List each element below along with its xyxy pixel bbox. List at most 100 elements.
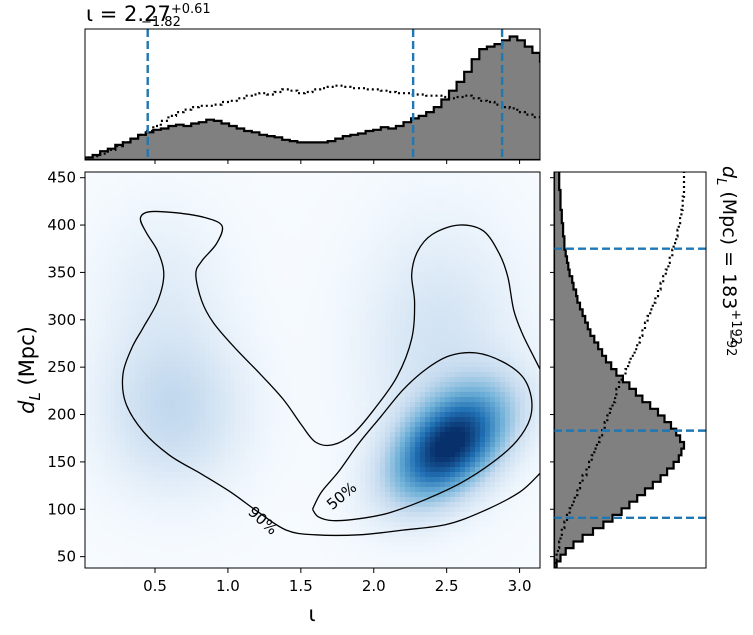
heatmap-cell xyxy=(310,402,316,408)
heatmap-cell xyxy=(310,467,316,473)
heatmap-cell xyxy=(115,307,121,313)
heatmap-cell xyxy=(330,202,336,208)
heatmap-cell xyxy=(175,457,181,463)
heatmap-cell xyxy=(155,282,161,288)
heatmap-cell xyxy=(335,187,341,193)
heatmap-cell xyxy=(215,367,221,373)
heatmap-cell xyxy=(370,487,376,493)
heatmap-cell xyxy=(100,357,106,363)
heatmap-cell xyxy=(140,302,146,308)
heatmap-cell xyxy=(125,402,131,408)
heatmap-cell xyxy=(185,197,191,203)
heatmap-cell xyxy=(245,182,251,188)
heatmap-cell xyxy=(120,172,126,178)
heatmap-cell xyxy=(300,397,306,403)
heatmap-cell xyxy=(255,267,261,273)
heatmap-cell xyxy=(215,257,221,263)
heatmap-cell xyxy=(285,527,291,533)
heatmap-cell xyxy=(270,377,276,383)
heatmap-cell xyxy=(380,292,386,298)
heatmap-cell xyxy=(350,447,356,453)
heatmap-cell xyxy=(315,172,321,178)
heatmap-cell xyxy=(230,427,236,433)
heatmap-cell xyxy=(225,527,231,533)
heatmap-cell xyxy=(190,237,196,243)
heatmap-cell xyxy=(260,297,266,303)
heatmap-cell xyxy=(375,187,381,193)
heatmap-cell xyxy=(345,417,351,423)
heatmap-cell xyxy=(240,372,246,378)
heatmap-cell xyxy=(120,352,126,358)
heatmap-cell xyxy=(350,482,356,488)
heatmap-cell xyxy=(185,232,191,238)
heatmap-cell xyxy=(190,182,196,188)
heatmap-cell xyxy=(215,302,221,308)
heatmap-cell xyxy=(370,382,376,388)
heatmap-cell xyxy=(145,242,151,248)
heatmap-cell xyxy=(365,537,371,543)
heatmap-cell xyxy=(195,262,201,268)
heatmap-cell xyxy=(310,357,316,363)
heatmap-cell xyxy=(245,482,251,488)
heatmap-cell xyxy=(155,277,161,283)
heatmap-cell xyxy=(335,452,341,458)
heatmap-cell xyxy=(195,547,201,553)
heatmap-cell xyxy=(345,222,351,228)
heatmap-cell xyxy=(380,447,386,453)
heatmap-cell xyxy=(395,207,401,213)
heatmap-cell xyxy=(125,247,131,253)
heatmap-cell xyxy=(310,217,316,223)
heatmap-cell xyxy=(220,307,226,313)
heatmap-cell xyxy=(120,347,126,353)
heatmap-cell xyxy=(135,537,141,543)
heatmap-cell xyxy=(310,547,316,553)
heatmap-cell xyxy=(235,237,241,243)
heatmap-cell xyxy=(260,357,266,363)
heatmap-cell xyxy=(280,207,286,213)
heatmap-cell xyxy=(370,202,376,208)
heatmap-cell xyxy=(385,352,391,358)
heatmap-cell xyxy=(135,517,141,523)
heatmap-cell xyxy=(265,407,271,413)
heatmap-cell xyxy=(225,427,231,433)
heatmap-cell xyxy=(145,387,151,393)
heatmap-cell xyxy=(375,557,381,563)
heatmap-cell xyxy=(115,442,121,448)
heatmap-cell xyxy=(320,447,326,453)
heatmap-cell xyxy=(385,377,391,383)
heatmap-cell xyxy=(160,317,166,323)
heatmap-cell xyxy=(365,337,371,343)
heatmap-cell xyxy=(275,482,281,488)
heatmap-cell xyxy=(390,282,396,288)
heatmap-cell xyxy=(395,242,401,248)
heatmap-cell xyxy=(240,347,246,353)
heatmap-cell xyxy=(135,292,141,298)
heatmap-cell xyxy=(285,367,291,373)
heatmap-cell xyxy=(225,447,231,453)
heatmap-cell xyxy=(90,342,96,348)
heatmap-cell xyxy=(210,542,216,548)
heatmap-cell xyxy=(165,422,171,428)
heatmap-cell xyxy=(170,282,176,288)
heatmap-cell xyxy=(225,352,231,358)
heatmap-cell xyxy=(330,482,336,488)
heatmap-cell xyxy=(375,522,381,528)
heatmap-cell xyxy=(220,562,226,568)
heatmap-cell xyxy=(180,267,186,273)
heatmap-cell xyxy=(210,387,216,393)
heatmap-cell xyxy=(235,402,241,408)
heatmap-cell xyxy=(160,492,166,498)
heatmap-cell xyxy=(270,382,276,388)
heatmap-cell xyxy=(240,392,246,398)
heatmap-cell xyxy=(245,522,251,528)
heatmap-cell xyxy=(350,362,356,368)
heatmap-cell xyxy=(295,302,301,308)
heatmap-cell xyxy=(120,197,126,203)
heatmap-cell xyxy=(235,387,241,393)
heatmap-cell xyxy=(135,202,141,208)
heatmap-cell xyxy=(340,427,346,433)
heatmap-cell xyxy=(130,272,136,278)
heatmap-cell xyxy=(260,192,266,198)
heatmap-cell xyxy=(210,312,216,318)
heatmap-cell xyxy=(135,547,141,553)
